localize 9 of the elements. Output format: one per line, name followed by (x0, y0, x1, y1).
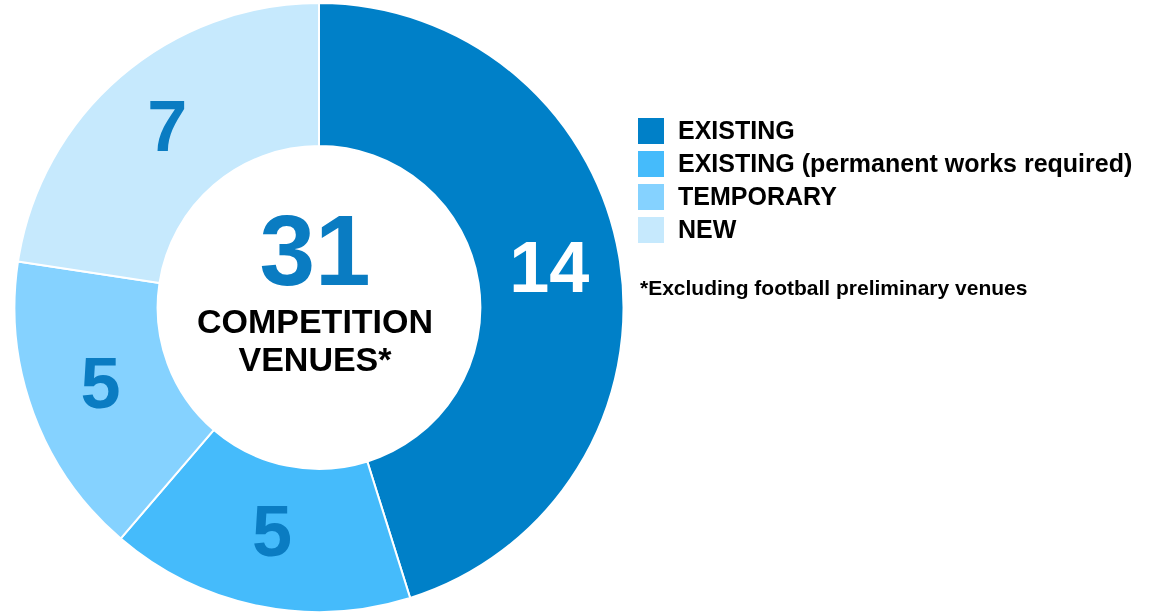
legend-label: TEMPORARY (678, 182, 837, 211)
legend-label: EXISTING (678, 116, 795, 145)
data-label: 7 (147, 85, 188, 166)
text: *Excluding football preliminary venues (640, 276, 1028, 300)
data-label: 5 (80, 343, 121, 424)
legend-label: NEW (678, 215, 737, 244)
legend-label: EXISTING (permanent works required) (678, 149, 1133, 178)
data-label: 14 (509, 227, 590, 308)
data-label: 5 (252, 490, 293, 571)
